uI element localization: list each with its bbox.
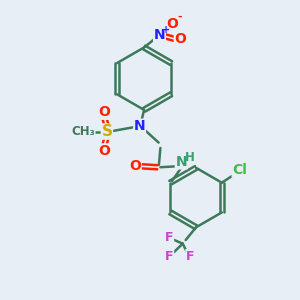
- Text: N: N: [154, 28, 165, 42]
- Text: S: S: [101, 124, 112, 139]
- Text: O: O: [99, 105, 110, 119]
- Text: O: O: [166, 17, 178, 31]
- Text: Cl: Cl: [232, 163, 247, 177]
- Text: +: +: [162, 25, 170, 34]
- Text: N: N: [134, 119, 146, 133]
- Text: O: O: [174, 32, 186, 46]
- Text: O: O: [99, 144, 110, 158]
- Text: F: F: [186, 250, 194, 262]
- Text: H: H: [184, 151, 194, 164]
- Text: CH₃: CH₃: [71, 125, 95, 138]
- Text: N: N: [176, 155, 187, 169]
- Text: F: F: [165, 231, 174, 244]
- Text: O: O: [129, 159, 141, 173]
- Text: F: F: [165, 250, 174, 262]
- Text: -: -: [177, 12, 182, 22]
